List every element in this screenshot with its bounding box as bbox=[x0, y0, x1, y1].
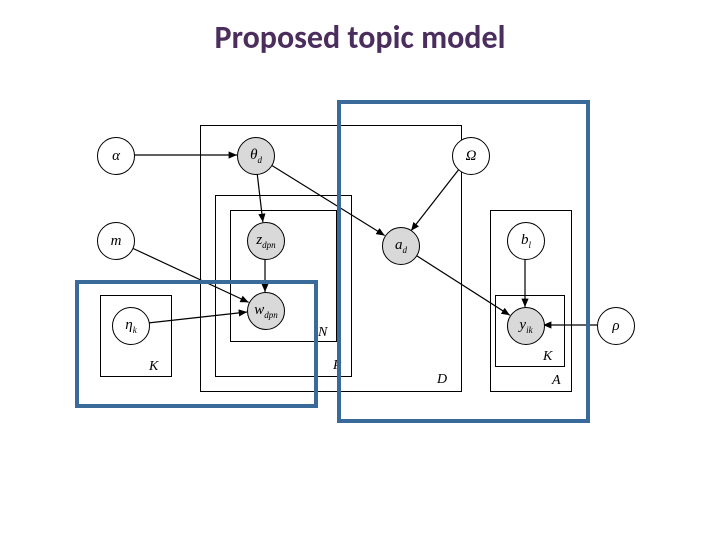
plate-label-K2: K bbox=[543, 349, 552, 365]
node-label-b: bl bbox=[521, 233, 531, 250]
node-label-a: ad bbox=[395, 238, 407, 255]
node-y: yik bbox=[507, 307, 545, 345]
diagram-stage: DPNKAKαθdΩmzdpnadblηkwdpnyikρ bbox=[75, 100, 645, 440]
plate-label-K1: K bbox=[149, 359, 158, 375]
node-label-rho: ρ bbox=[612, 319, 619, 334]
node-a: ad bbox=[382, 227, 420, 265]
plate-label-D: D bbox=[437, 372, 447, 388]
plate-label-N: N bbox=[318, 325, 327, 341]
node-label-alpha: α bbox=[112, 149, 120, 164]
node-label-m: m bbox=[111, 234, 122, 249]
node-z: zdpn bbox=[247, 222, 285, 260]
page-title: Proposed topic model bbox=[215, 18, 506, 57]
node-omega: Ω bbox=[452, 137, 490, 175]
node-w: wdpn bbox=[247, 292, 285, 330]
plate-label-P: P bbox=[333, 358, 342, 374]
node-eta: ηk bbox=[112, 307, 150, 345]
node-rho: ρ bbox=[597, 307, 635, 345]
node-theta: θd bbox=[237, 137, 275, 175]
node-label-omega: Ω bbox=[466, 149, 477, 164]
plate-label-A: A bbox=[552, 373, 561, 389]
node-b: bl bbox=[507, 222, 545, 260]
node-label-y: yik bbox=[519, 318, 532, 335]
node-m: m bbox=[97, 222, 135, 260]
node-label-eta: ηk bbox=[125, 318, 136, 335]
plate-N bbox=[230, 210, 337, 342]
node-alpha: α bbox=[97, 137, 135, 175]
node-label-w: wdpn bbox=[254, 303, 278, 320]
node-label-z: zdpn bbox=[256, 233, 275, 250]
node-label-theta: θd bbox=[250, 148, 262, 165]
